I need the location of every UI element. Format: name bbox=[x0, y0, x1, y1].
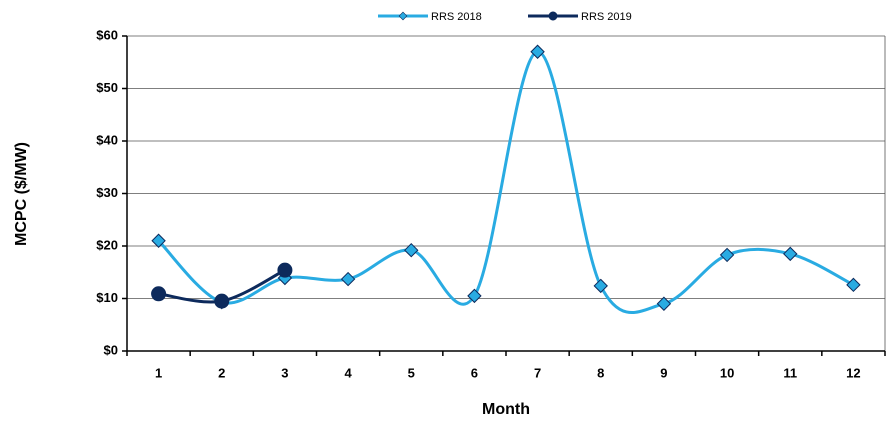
marker bbox=[398, 11, 408, 21]
marker bbox=[548, 11, 558, 21]
x-tick-label: 1 bbox=[155, 365, 162, 380]
marker bbox=[277, 262, 293, 278]
marker bbox=[151, 233, 166, 248]
y-tick-label: $20 bbox=[96, 237, 118, 252]
y-tick-label: $40 bbox=[96, 132, 118, 147]
x-tick-label: 3 bbox=[281, 365, 288, 380]
x-tick-label: 7 bbox=[534, 365, 541, 380]
y-tick-label: $60 bbox=[96, 27, 118, 42]
marker bbox=[467, 288, 482, 304]
x-tick-label: 10 bbox=[720, 365, 734, 380]
y-axis-title: MCPC ($/MW) bbox=[13, 142, 30, 246]
x-tick-label: 2 bbox=[218, 365, 225, 380]
y-tick-label: $50 bbox=[96, 80, 118, 95]
marker bbox=[656, 296, 672, 311]
x-tick-label: 4 bbox=[344, 365, 352, 380]
x-tick-label: 12 bbox=[846, 365, 860, 380]
marker bbox=[719, 247, 735, 263]
y-tick-label: $0 bbox=[104, 342, 118, 357]
marker bbox=[783, 246, 798, 262]
x-tick-label: 6 bbox=[471, 365, 478, 380]
y-tick-label: $30 bbox=[96, 185, 118, 200]
legend-item: RRS 2018 bbox=[378, 11, 482, 23]
marker bbox=[846, 277, 861, 293]
marker bbox=[593, 278, 608, 294]
series-line bbox=[157, 50, 855, 315]
x-tick-label: 8 bbox=[597, 365, 604, 380]
marker bbox=[340, 271, 356, 287]
marker bbox=[214, 293, 230, 309]
legend-item: RRS 2019 bbox=[528, 11, 632, 23]
x-tick-label: 5 bbox=[408, 365, 415, 380]
x-axis-title: Month bbox=[482, 401, 530, 418]
marker bbox=[404, 242, 419, 258]
legend-label: RRS 2018 bbox=[431, 11, 482, 23]
x-tick-label: 11 bbox=[783, 365, 797, 380]
y-tick-label: $10 bbox=[96, 290, 118, 305]
marker bbox=[530, 44, 545, 59]
legend-label: RRS 2019 bbox=[581, 11, 632, 23]
x-tick-label: 9 bbox=[660, 365, 667, 380]
marker bbox=[151, 286, 167, 302]
